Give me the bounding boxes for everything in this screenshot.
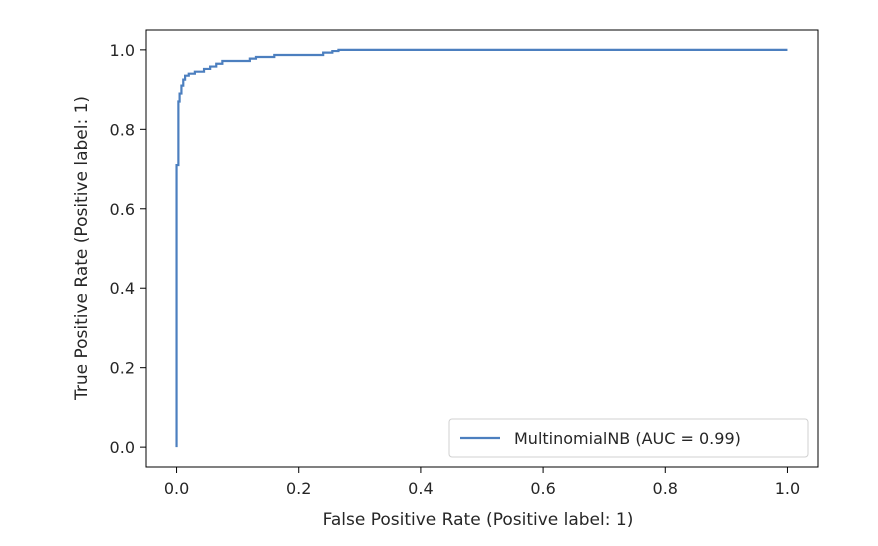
legend-label: MultinomialNB (AUC = 0.99) — [514, 429, 741, 448]
y-axis-label: True Positive Rate (Positive label: 1) — [72, 96, 92, 401]
y-tick-label: 0.6 — [110, 200, 135, 219]
legend-box — [448, 418, 809, 458]
axis-ticks: 0.0 0.2 0.4 0.6 0.8 1.0 0.0 0.2 0.4 0.6 0.8 1.0 — [110, 41, 801, 498]
series-line-0 — [175, 48, 788, 448]
y-tick-label: 0.2 — [110, 359, 135, 378]
legend: MultinomialNB (AUC = 0.99) — [448, 418, 809, 458]
x-tick-label: 0.8 — [653, 479, 678, 498]
x-axis-label: False Positive Rate (Positive label: 1) — [323, 510, 634, 530]
y-tick-label: 0.8 — [110, 120, 135, 139]
x-tick-label: 0.6 — [530, 479, 555, 498]
x-tick-label: 0.4 — [408, 479, 433, 498]
x-tick-label: 0.0 — [164, 479, 189, 498]
y-tick-label: 1.0 — [110, 41, 135, 60]
y-tick-label: 0.0 — [110, 438, 135, 457]
x-tick-label: 0.2 — [286, 479, 311, 498]
axes-frame — [145, 29, 819, 468]
plot-area — [145, 29, 819, 468]
x-tick-label: 1.0 — [775, 479, 800, 498]
y-tick-label: 0.4 — [110, 279, 135, 298]
